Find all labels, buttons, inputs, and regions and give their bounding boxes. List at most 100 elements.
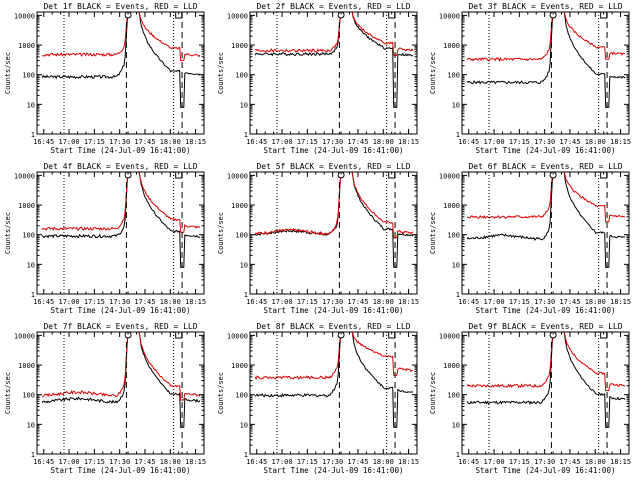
panel-det-3: Det 3f BLACK = Events, RED = LLD 1 10 100 10… [429,2,631,155]
xtick-label: 18:00 [160,458,181,466]
ytick-label: 10 [452,261,460,269]
panel-title: Det 7f BLACK = Events, RED = LLD [43,322,197,331]
x-axis-label: Start Time (24-Jul-09 16:41:00) [476,306,616,315]
ytick-label: 100 [22,392,35,400]
ytick-label: 100 [235,232,248,240]
ytick-label: 10 [27,101,35,109]
y-axis-label: Counts/sec [429,52,437,94]
panel-det-1: Det 1f BLACK = Events, RED = LLD 1 10 100 10… [4,2,206,155]
xtick-label: 18:15 [398,458,419,466]
y-axis-label: Counts/sec [4,212,12,254]
series-events [254,11,414,108]
ytick-label: 1 [244,451,248,459]
panel-det-9: Det 9f BLACK = Events, RED = LLD 1 10 100 10… [429,322,631,475]
xtick-label: 18:00 [373,138,394,146]
ytick-label: 10 [452,101,460,109]
xtick-label: 17:15 [509,458,530,466]
ytick-label: 1 [244,131,248,139]
ytick-label: 100 [447,72,460,80]
xtick-label: 17:15 [297,458,318,466]
xtick-label: 18:00 [373,458,394,466]
xtick-label: 16:45 [246,458,267,466]
xtick-label: 17:45 [134,138,155,146]
xtick-label: 17:30 [322,138,343,146]
ytick-label: 10000 [14,332,35,340]
y-axis-label: Counts/sec [429,372,437,414]
xtick-label: 16:45 [33,138,54,146]
panel-title: Det 8f BLACK = Events, RED = LLD [256,322,410,331]
plot-frame [36,11,205,135]
plot-frame [36,331,205,455]
ytick-label: 1 [31,291,35,299]
panel-title: Det 6f BLACK = Events, RED = LLD [468,162,622,171]
series-events [254,331,414,428]
ytick-label: 10 [240,101,248,109]
xtick-label: 17:15 [297,138,318,146]
ytick-label: 10 [27,261,35,269]
xtick-label: 17:30 [534,298,555,306]
panel-det-2: Det 2f BLACK = Events, RED = LLD 1 10 100 10… [217,2,419,155]
xtick-label: 17:00 [484,138,505,146]
x-axis-label: Start Time (24-Jul-09 16:41:00) [264,466,404,475]
series-lld [466,171,626,223]
xtick-label: 18:15 [398,138,419,146]
series-lld [41,171,201,233]
ytick-label: 1 [31,131,35,139]
xtick-label: 18:15 [610,298,631,306]
plot-frame [461,11,630,135]
ytick-label: 1 [456,291,460,299]
ytick-label: 10000 [227,332,248,340]
xtick-label: 17:00 [272,138,293,146]
panel-det-7: Det 7f BLACK = Events, RED = LLD 1 10 100 10… [4,322,206,475]
xtick-label: 18:15 [185,458,206,466]
xtick-label: 18:00 [585,138,606,146]
ytick-label: 1000 [443,202,460,210]
ytick-label: 1 [31,451,35,459]
ytick-label: 10 [240,421,248,429]
xtick-label: 16:45 [246,298,267,306]
xtick-label: 17:45 [134,458,155,466]
y-axis-label: Counts/sec [217,52,225,94]
xtick-label: 18:00 [160,298,181,306]
series-events [466,171,626,268]
xtick-label: 17:30 [109,138,130,146]
xtick-label: 18:15 [610,458,631,466]
series-events [41,331,201,428]
panel-title: Det 3f BLACK = Events, RED = LLD [468,2,622,11]
ytick-label: 10000 [227,172,248,180]
series-events [41,171,201,268]
xtick-label: 16:45 [458,458,479,466]
xtick-label: 18:00 [585,458,606,466]
ytick-label: 10 [27,421,35,429]
series-lld [254,171,414,239]
xtick-label: 18:00 [160,138,181,146]
plot-frame [461,331,630,455]
xtick-label: 17:15 [509,298,530,306]
ytick-label: 10 [240,261,248,269]
xtick-label: 17:15 [84,138,105,146]
y-axis-label: Counts/sec [4,52,12,94]
xtick-label: 17:45 [134,298,155,306]
xtick-label: 17:30 [534,138,555,146]
series-events [254,171,414,268]
y-axis-label: Counts/sec [217,212,225,254]
ytick-label: 100 [22,72,35,80]
xtick-label: 17:00 [272,458,293,466]
xtick-label: 17:45 [347,458,368,466]
xtick-label: 17:15 [297,298,318,306]
ytick-label: 10000 [439,172,460,180]
series-events [41,11,201,108]
ytick-label: 100 [447,392,460,400]
series-lld [41,11,201,61]
x-axis-label: Start Time (24-Jul-09 16:41:00) [476,146,616,155]
y-axis-label: Counts/sec [429,212,437,254]
panel-det-8: Det 8f BLACK = Events, RED = LLD 1 10 100 10… [217,322,419,475]
xtick-label: 17:15 [84,298,105,306]
series-events [466,331,626,428]
xtick-label: 18:00 [373,298,394,306]
ytick-label: 1000 [18,202,35,210]
xtick-label: 17:00 [272,298,293,306]
xtick-label: 17:00 [59,458,80,466]
series-events [466,11,626,108]
